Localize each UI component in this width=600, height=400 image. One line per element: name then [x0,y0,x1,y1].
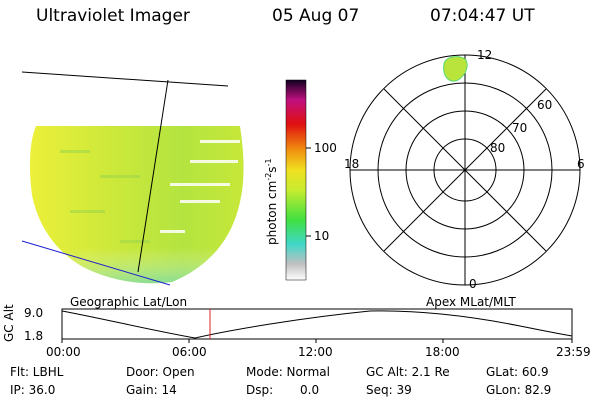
auroral-patch [443,56,468,82]
instrument-title: Ultraviolet Imager [36,6,190,26]
dsp-label: Dsp: [246,383,274,397]
time-label: 07:04:47 UT [430,6,535,26]
meridian-line [137,79,169,273]
glon-status: GLon: 82.9 [486,383,552,397]
ip-status: IP: 36.0 [10,383,56,397]
altitude-ytick-bottom: 1.8 [24,329,44,343]
time-tick-1800: 18:00 [425,345,460,359]
mlt-label-0: 0 [469,277,477,291]
colorbar-tick-10: 10 [314,229,330,243]
time-tick-1200: 12:00 [298,345,333,359]
time-tick-2359: 23:59 [556,345,591,359]
time-tick-0000: 00:00 [46,345,81,359]
horizon-line [21,240,171,286]
mlat-label-80: 80 [490,141,506,155]
mlt-label-12: 12 [477,48,493,62]
mlt-label-6: 6 [577,157,585,171]
seq-status: Seq: 39 [366,383,412,397]
altitude-curve [61,310,573,339]
date-label: 05 Aug 07 [272,6,360,26]
altitude-ytick-top: 9.0 [24,306,44,320]
colorbar-gradient [285,79,307,281]
gain-status: Gain: 14 [126,383,177,397]
colorbar-tick-100: 100 [314,141,337,155]
mlat-label-70: 70 [512,121,528,135]
geographic-panel-label: Geographic Lat/Lon [70,295,188,309]
door-status: Door: Open [126,365,195,379]
altitude-ylabel: GC Alt [2,304,16,342]
time-tick-0600: 06:00 [172,345,207,359]
mlat-label-60: 60 [537,98,553,112]
altitude-plot-frame [61,308,573,340]
upper-boundary-line [21,71,229,87]
mlt-label-18: 18 [344,157,360,171]
apex-panel-label: Apex MLat/MLT [426,295,516,309]
glat-status: GLat: 60.9 [486,365,549,379]
filter-status: Flt: LBHL [10,365,64,379]
dsp-value: 0.0 [300,383,320,397]
mode-status: Mode: Normal [246,365,330,379]
polar-diagonal-2 [383,88,547,252]
gc-alt-status: GC Alt: 2.1 Re [366,365,450,379]
